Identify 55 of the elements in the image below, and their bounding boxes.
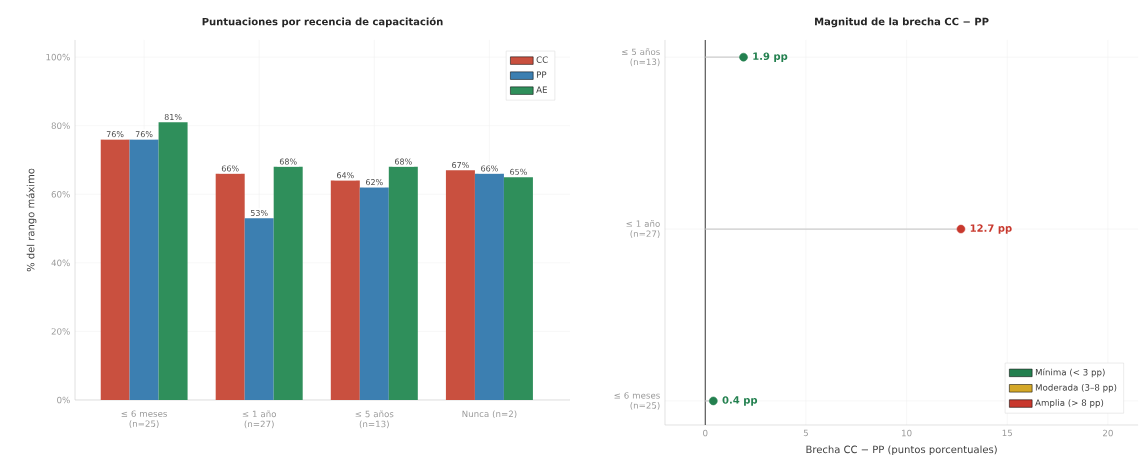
x-axis-title: Brecha CC − PP (puntos porcentuales) bbox=[806, 445, 997, 456]
y-tick-label: ≤ 1 año (n=27) bbox=[626, 220, 660, 238]
x-tick-label: 20 bbox=[1103, 429, 1113, 437]
y-tick-label: 60% bbox=[51, 191, 70, 198]
bar bbox=[129, 139, 159, 400]
bar bbox=[445, 170, 475, 400]
data-label: 1.9 pp bbox=[753, 52, 788, 62]
bar bbox=[503, 177, 533, 400]
x-tick-label: ≤ 6 meses (n=25) bbox=[121, 410, 167, 428]
x-tick-label: Nunca (n=2) bbox=[462, 410, 517, 419]
bar bbox=[388, 166, 418, 400]
data-label: 76% bbox=[135, 131, 153, 138]
y-tick-label: ≤ 5 años (n=13) bbox=[622, 48, 660, 67]
legend-label: AE bbox=[536, 86, 547, 93]
data-label: 62% bbox=[365, 179, 383, 186]
y-tick-label: 40% bbox=[51, 259, 70, 267]
bar bbox=[273, 166, 303, 400]
data-label: 0.4 pp bbox=[722, 396, 758, 406]
data-label: 68% bbox=[279, 158, 297, 165]
data-label: 66% bbox=[481, 165, 498, 172]
y-tick-label: 80% bbox=[51, 122, 70, 129]
x-tick-label: 0 bbox=[703, 429, 708, 437]
chart-title: Puntuaciones por recencia de capacitación bbox=[202, 17, 443, 28]
bar bbox=[100, 139, 130, 400]
bar bbox=[244, 218, 274, 400]
x-tick-label: 10 bbox=[902, 429, 912, 437]
x-tick-label: 5 bbox=[803, 429, 808, 437]
x-tick-label: 15 bbox=[1002, 429, 1013, 437]
x-tick-label: ≤ 1 año (n=27) bbox=[242, 410, 277, 429]
data-label: 53% bbox=[250, 209, 268, 216]
legend-label: CC bbox=[536, 56, 548, 63]
y-tick-label: 100% bbox=[46, 53, 70, 61]
data-label: 67% bbox=[452, 161, 469, 168]
data-label: 64% bbox=[336, 172, 354, 179]
bar bbox=[158, 122, 188, 400]
data-label: 12.7 pp bbox=[970, 224, 1012, 234]
y-tick-label: 20% bbox=[51, 328, 70, 335]
x-tick-label: ≤ 5 años (n=13) bbox=[355, 410, 394, 429]
data-label: 65% bbox=[510, 168, 527, 175]
data-label: 66% bbox=[221, 165, 239, 172]
bar bbox=[359, 187, 389, 400]
legend-label: PP bbox=[536, 71, 547, 78]
bar bbox=[330, 180, 360, 400]
legend-label: Moderada (3–8 pp) bbox=[1035, 384, 1117, 393]
bar bbox=[474, 173, 504, 400]
y-tick-label: ≤ 6 meses (n=25) bbox=[614, 392, 660, 410]
legend-label: Mínima (< 3 pp) bbox=[1035, 368, 1105, 378]
y-tick-label: 0% bbox=[57, 396, 70, 404]
data-label: 76% bbox=[106, 131, 124, 138]
legend-label: Amplia (> 8 pp) bbox=[1035, 399, 1104, 408]
data-label: 81% bbox=[164, 113, 182, 120]
y-axis-title: % del rango máximo bbox=[26, 168, 37, 272]
data-label: 68% bbox=[394, 158, 412, 165]
bar bbox=[215, 173, 245, 400]
chart-title: Magnitud de la brecha CC − PP bbox=[815, 17, 989, 28]
